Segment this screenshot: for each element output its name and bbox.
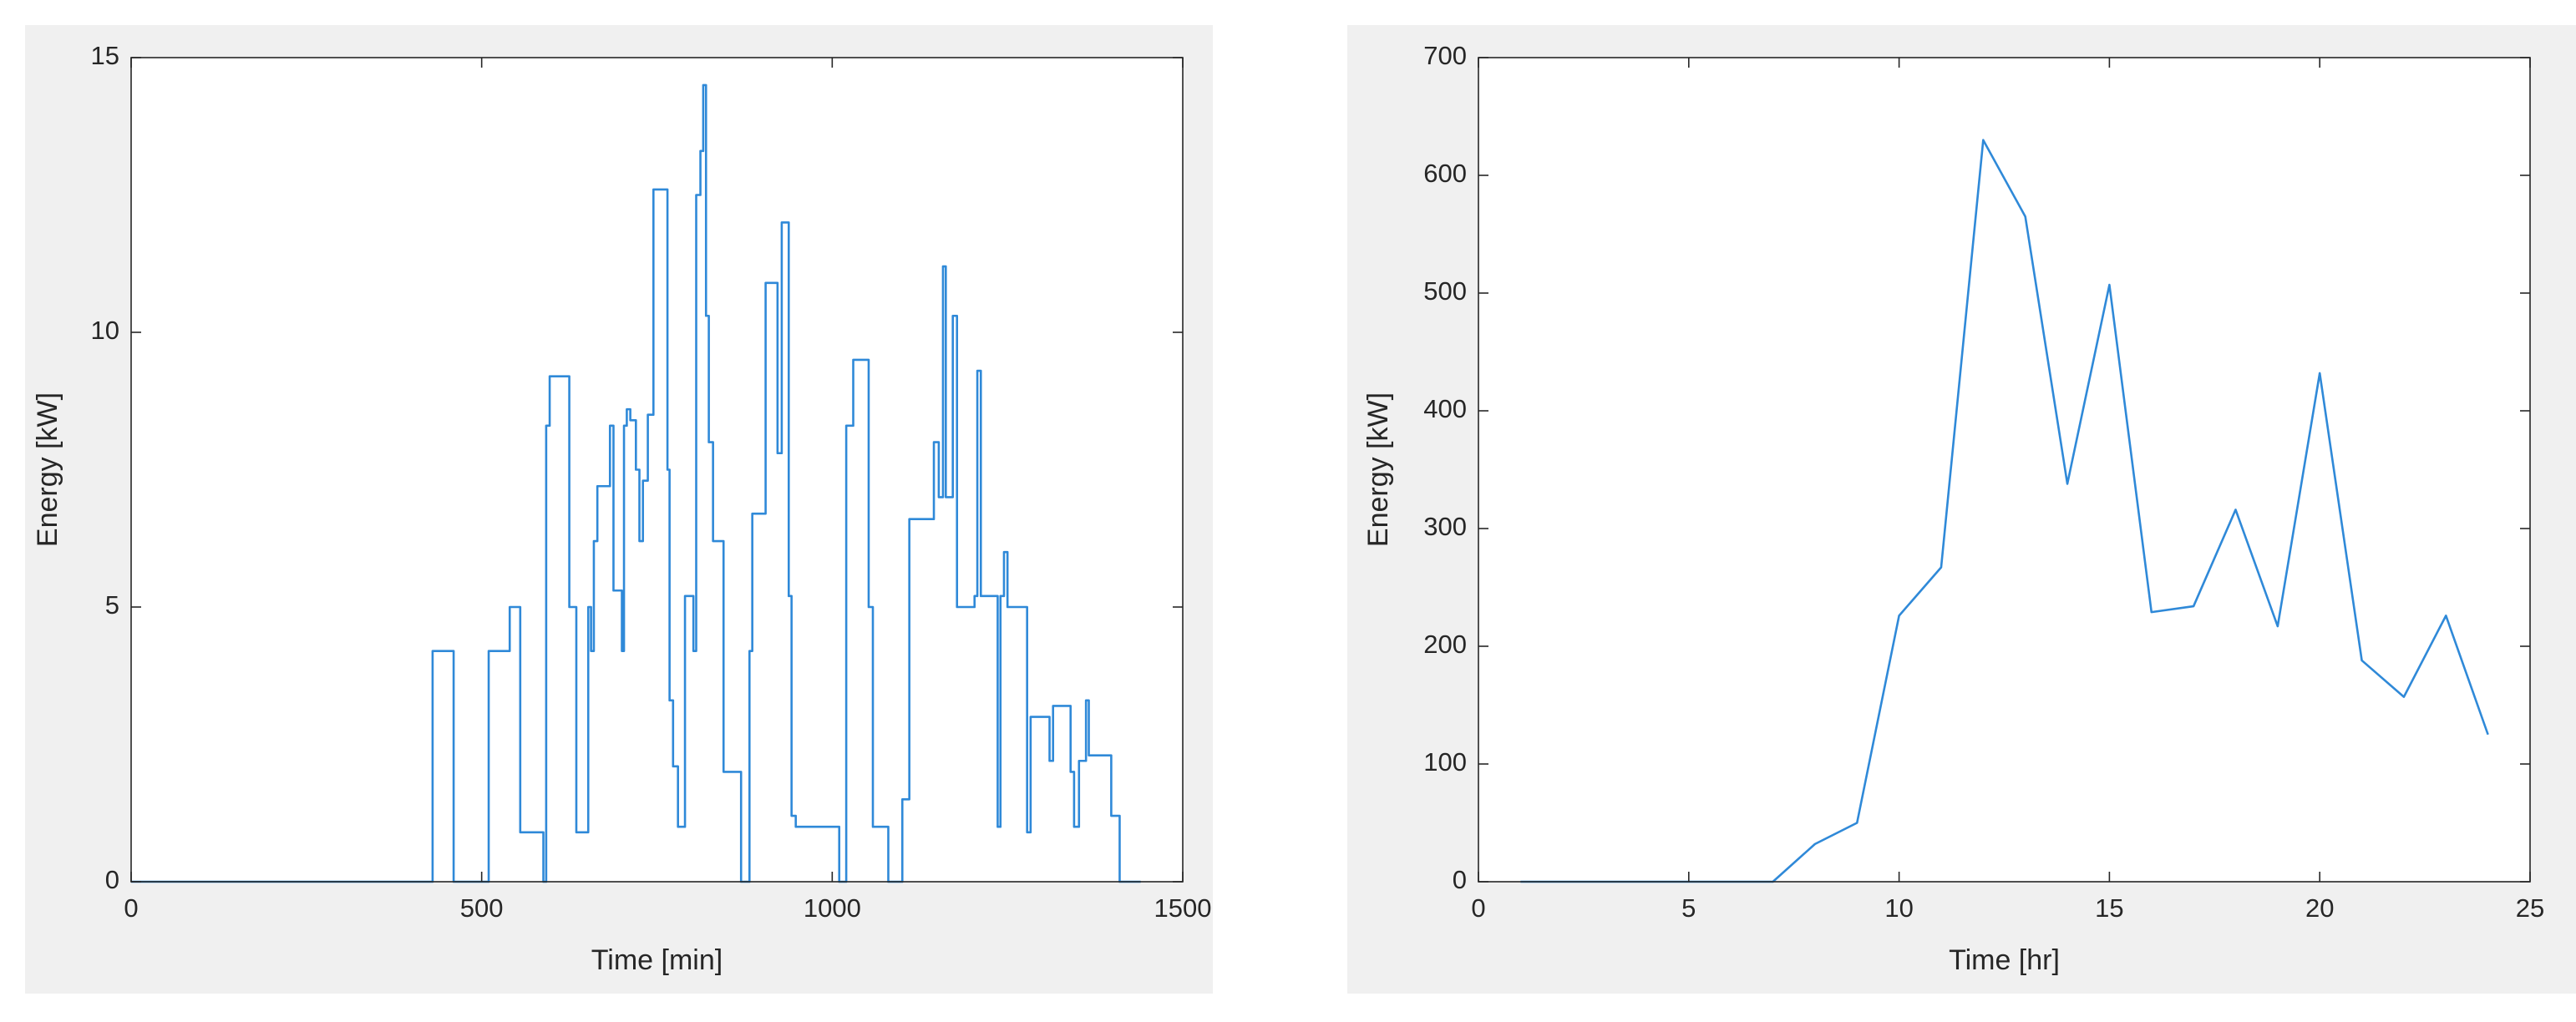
- y-tick-label: 5: [105, 590, 119, 620]
- y-tick-label: 500: [1423, 276, 1467, 306]
- x-tick-label: 0: [1471, 893, 1485, 923]
- y-tick-label: 10: [91, 316, 119, 345]
- plot-area: [1478, 58, 2530, 882]
- y-tick-label: 0: [105, 865, 119, 894]
- y-axis-label: Energy [kW]: [32, 392, 63, 547]
- x-tick-label: 10: [1884, 893, 1913, 923]
- y-axis-label: Energy [kW]: [1362, 392, 1394, 547]
- y-tick-label: 300: [1423, 512, 1467, 541]
- y-tick-label: 600: [1423, 159, 1467, 188]
- x-axis-label: Time [min]: [591, 944, 723, 976]
- x-tick-label: 25: [2516, 893, 2544, 923]
- plot-area: [131, 58, 1183, 882]
- axes-box: [1478, 57, 2531, 883]
- axes-box: [130, 57, 1184, 883]
- x-tick-label: 20: [2305, 893, 2334, 923]
- x-axis-label: Time [hr]: [1949, 944, 2060, 976]
- x-tick-label: 15: [2095, 893, 2123, 923]
- y-tick-label: 700: [1423, 41, 1467, 70]
- x-tick-label: 500: [460, 893, 504, 923]
- x-tick-label: 1000: [804, 893, 861, 923]
- x-tick-label: 1500: [1154, 893, 1212, 923]
- y-tick-label: 100: [1423, 747, 1467, 777]
- x-tick-label: 5: [1681, 893, 1696, 923]
- x-tick-label: 0: [124, 893, 138, 923]
- y-tick-label: 0: [1453, 865, 1467, 894]
- y-tick-label: 15: [91, 41, 119, 70]
- data-line: [131, 83, 1141, 883]
- y-tick-label: 400: [1423, 394, 1467, 423]
- y-tick-label: 200: [1423, 630, 1467, 659]
